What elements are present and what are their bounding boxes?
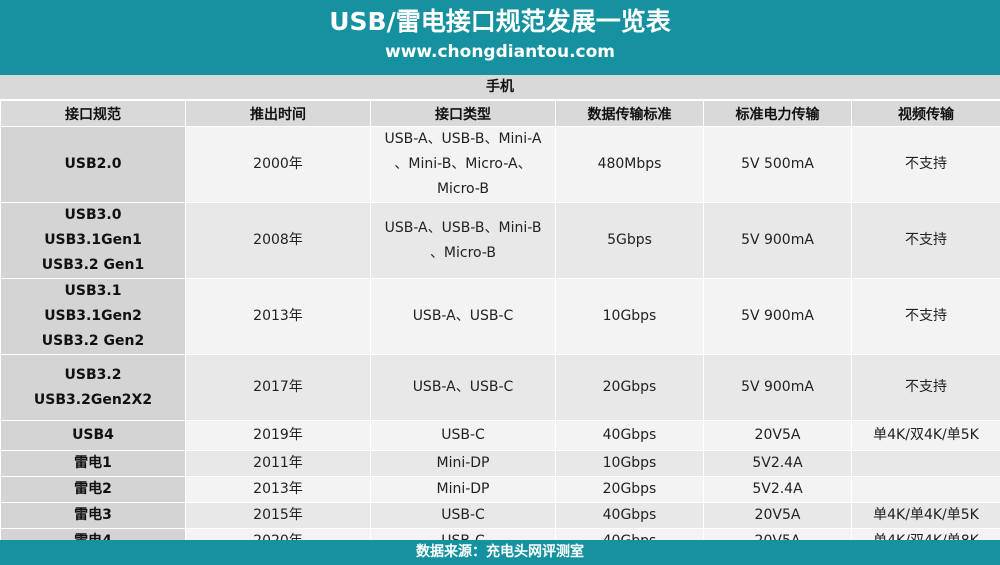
connector-type-cell-line: USB-A、USB-B、Mini-B bbox=[384, 219, 542, 236]
table-row: 雷电3 2015年 USB-C 40Gbps 20V5A 单4K/单4K/单5K bbox=[0, 502, 1000, 529]
spec-name-cell-line: USB3.2 bbox=[64, 366, 122, 383]
spec-name-cell: USB3.0 USB3.1Gen1 USB3.2 Gen1 bbox=[0, 202, 186, 279]
table-row: USB3.2 USB3.2Gen2X2 2017年 USB-A、USB-C 20Gbps… bbox=[0, 354, 1000, 421]
spec-name-cell: 雷电1 bbox=[0, 450, 186, 477]
connector-type-cell: USB-A、USB-B、Mini-A 、Mini-B、Micro-A、 Micro-… bbox=[370, 126, 556, 203]
data-rate-cell: 10Gbps bbox=[555, 278, 704, 355]
data-rate-cell: 20Gbps bbox=[555, 354, 704, 421]
connector-type-cell-line: Micro-B bbox=[436, 181, 490, 197]
power-delivery-cell: 20V5A bbox=[703, 420, 852, 451]
table-row: 雷电2 2013年 Mini-DP 20Gbps 5V2.4A bbox=[0, 476, 1000, 503]
table-row: USB3.1 USB3.1Gen2 USB3.2 Gen2 2013年 USB-A、US… bbox=[0, 278, 1000, 355]
column-header-spec: 接口规范 bbox=[0, 100, 186, 127]
release-year-cell: 2008年 bbox=[185, 202, 371, 279]
spec-name-cell: USB3.2 USB3.2Gen2X2 bbox=[0, 354, 186, 421]
connector-type-cell: USB-A、USB-B、Mini-B 、Micro-B bbox=[370, 202, 556, 279]
column-header-power: 标准电力传输 bbox=[703, 100, 852, 127]
spec-name-cell: USB4 bbox=[0, 420, 186, 451]
video-output-cell: 不支持 bbox=[851, 278, 1000, 355]
video-output-cell: 不支持 bbox=[851, 354, 1000, 421]
power-delivery-cell: 5V 900mA bbox=[703, 278, 852, 355]
spec-table: 接口规范 推出时间 接口类型 数据传输标准 标准电力传输 视频传输 USB2.0 2000年… bbox=[0, 100, 1000, 555]
power-delivery-cell: 5V 900mA bbox=[703, 202, 852, 279]
video-output-cell: 不支持 bbox=[851, 202, 1000, 279]
video-output-cell bbox=[851, 476, 1000, 503]
column-header-data: 数据传输标准 bbox=[555, 100, 704, 127]
connector-type-cell: USB-A、USB-C bbox=[370, 278, 556, 355]
connector-type-cell-line: Mini-DP bbox=[436, 455, 490, 471]
power-delivery-cell: 5V2.4A bbox=[703, 476, 852, 503]
spec-name-cell-line: USB2.0 bbox=[64, 156, 122, 172]
connector-type-cell-line: 、Mini-B、Micro-A、 bbox=[394, 156, 532, 172]
data-rate-cell: 40Gbps bbox=[555, 502, 704, 529]
release-year-cell: 2000年 bbox=[185, 126, 371, 203]
connector-type-cell: Mini-DP bbox=[370, 450, 556, 477]
connector-type-cell: Mini-DP bbox=[370, 476, 556, 503]
connector-type-cell-line: USB-C bbox=[441, 427, 485, 443]
connector-type-cell-line: USB-A、USB-C bbox=[412, 379, 514, 395]
release-year-cell: 2015年 bbox=[185, 502, 371, 529]
power-delivery-cell: 5V 500mA bbox=[703, 126, 852, 203]
table-body: USB2.0 2000年 USB-A、USB-B、Mini-A 、Mini-B、Mic… bbox=[0, 126, 1000, 555]
video-output-cell: 单4K/单4K/单5K bbox=[851, 502, 1000, 529]
release-year-cell: 2013年 bbox=[185, 476, 371, 503]
table-row: USB2.0 2000年 USB-A、USB-B、Mini-A 、Mini-B、Mic… bbox=[0, 126, 1000, 203]
spec-name-cell-line: USB3.2Gen2X2 bbox=[33, 391, 153, 408]
data-source-footer: 数据来源：充电头网评测室 bbox=[0, 540, 1000, 565]
connector-type-cell-line: USB-A、USB-B、Mini-A bbox=[384, 131, 542, 147]
connector-type-cell: USB-A、USB-C bbox=[370, 354, 556, 421]
connector-type-cell: USB-C bbox=[370, 420, 556, 451]
spec-name-cell-line: 雷电3 bbox=[74, 507, 112, 523]
data-rate-cell: 10Gbps bbox=[555, 450, 704, 477]
table-row: USB4 2019年 USB-C 40Gbps 20V5A 单4K/双4K/单5K bbox=[0, 420, 1000, 451]
spec-name-cell: USB2.0 bbox=[0, 126, 186, 203]
spec-name-cell-line: USB3.0 bbox=[64, 207, 122, 223]
column-header-type: 接口类型 bbox=[370, 100, 556, 127]
page-title: USB/雷电接口规范发展一览表 bbox=[329, 7, 671, 36]
video-output-cell bbox=[851, 450, 1000, 477]
data-rate-cell: 20Gbps bbox=[555, 476, 704, 503]
spec-name-cell: 雷电3 bbox=[0, 502, 186, 529]
website-url: www.chongdiantou.com bbox=[384, 42, 616, 62]
table-row: 雷电1 2011年 Mini-DP 10Gbps 5V2.4A bbox=[0, 450, 1000, 477]
connector-type-cell-line: 、Micro-B bbox=[429, 244, 497, 261]
data-rate-cell: 40Gbps bbox=[555, 420, 704, 451]
data-rate-cell: 5Gbps bbox=[555, 202, 704, 279]
power-delivery-cell: 5V 900mA bbox=[703, 354, 852, 421]
table-row: USB3.0 USB3.1Gen1 USB3.2 Gen1 2008年 USB-A、US… bbox=[0, 202, 1000, 279]
connector-type-cell-line: USB-C bbox=[441, 507, 485, 523]
release-year-cell: 2011年 bbox=[185, 450, 371, 477]
video-output-cell: 不支持 bbox=[851, 126, 1000, 203]
spec-name-cell-line: 雷电2 bbox=[74, 481, 112, 497]
spec-name-cell: USB3.1 USB3.1Gen2 USB3.2 Gen2 bbox=[0, 278, 186, 355]
table-header-row: 接口规范 推出时间 接口类型 数据传输标准 标准电力传输 视频传输 bbox=[0, 100, 1000, 127]
video-output-cell: 单4K/双4K/单5K bbox=[851, 420, 1000, 451]
spec-name-cell-line: USB3.1Gen1 bbox=[44, 232, 142, 248]
data-rate-cell: 480Mbps bbox=[555, 126, 704, 203]
column-header-video: 视频传输 bbox=[851, 100, 1000, 127]
spec-name-cell: 雷电2 bbox=[0, 476, 186, 503]
spec-name-cell-line: USB3.1 bbox=[64, 283, 122, 299]
connector-type-cell-line: USB-A、USB-C bbox=[412, 308, 514, 324]
section-label: 手机 bbox=[0, 75, 1000, 100]
header-banner: USB/雷电接口规范发展一览表 www.chongdiantou.com bbox=[0, 0, 1000, 75]
connector-type-cell: USB-C bbox=[370, 502, 556, 529]
spec-name-cell-line: USB3.2 Gen1 bbox=[41, 257, 145, 273]
power-delivery-cell: 5V2.4A bbox=[703, 450, 852, 477]
release-year-cell: 2019年 bbox=[185, 420, 371, 451]
spec-name-cell-line: USB3.2 Gen2 bbox=[41, 333, 145, 349]
spec-name-cell-line: USB4 bbox=[72, 427, 114, 443]
release-year-cell: 2017年 bbox=[185, 354, 371, 421]
column-header-year: 推出时间 bbox=[185, 100, 371, 127]
spec-name-cell-line: USB3.1Gen2 bbox=[44, 308, 142, 324]
release-year-cell: 2013年 bbox=[185, 278, 371, 355]
power-delivery-cell: 20V5A bbox=[703, 502, 852, 529]
spec-name-cell-line: 雷电1 bbox=[74, 455, 112, 471]
connector-type-cell-line: Mini-DP bbox=[436, 481, 490, 497]
